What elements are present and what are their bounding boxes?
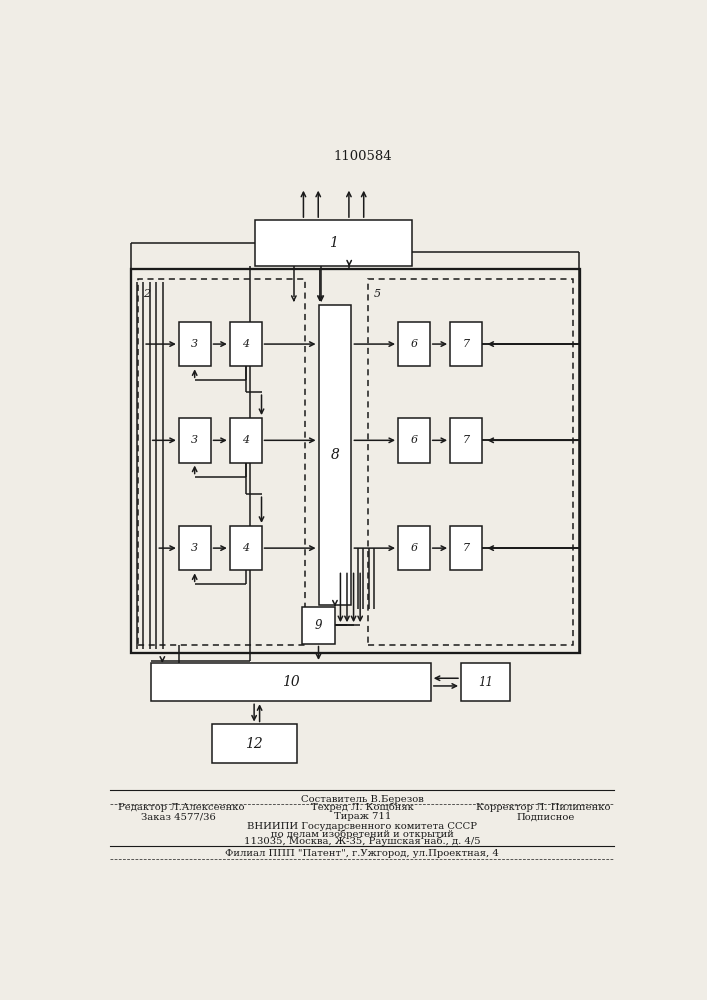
Text: 3: 3 — [191, 435, 198, 445]
Text: 113035, Москва, Ж-35, Раушская наб., д. 4/5: 113035, Москва, Ж-35, Раушская наб., д. … — [244, 837, 481, 846]
Text: 3: 3 — [191, 339, 198, 349]
Text: 4: 4 — [242, 435, 249, 445]
Text: 1: 1 — [329, 236, 338, 250]
Text: 6: 6 — [410, 435, 417, 445]
Text: 7: 7 — [462, 543, 469, 553]
Text: по делам изобретений и открытий: по делам изобретений и открытий — [271, 829, 454, 839]
Text: 4: 4 — [242, 339, 249, 349]
Bar — [179, 322, 211, 366]
Bar — [398, 418, 430, 463]
Bar — [461, 663, 510, 701]
Bar — [450, 418, 481, 463]
Text: 11: 11 — [478, 676, 493, 689]
Bar — [211, 724, 297, 763]
Text: 5: 5 — [373, 289, 380, 299]
Bar — [255, 220, 411, 266]
Text: ВНИИПИ Государсвенного комитета СССР: ВНИИПИ Государсвенного комитета СССР — [247, 822, 477, 831]
Bar — [230, 322, 262, 366]
Text: Подписное: Подписное — [517, 812, 575, 821]
Bar — [398, 526, 430, 570]
Text: Филиал ППП "Патент", г.Ужгород, ул.Проектная, 4: Филиал ППП "Патент", г.Ужгород, ул.Проек… — [226, 849, 499, 858]
Text: 4: 4 — [242, 543, 249, 553]
Text: 2: 2 — [144, 289, 151, 299]
Text: 7: 7 — [462, 339, 469, 349]
Bar — [450, 526, 481, 570]
Bar — [230, 526, 262, 570]
Text: 10: 10 — [282, 675, 300, 689]
Bar — [319, 305, 351, 605]
Text: 7: 7 — [462, 435, 469, 445]
Bar — [151, 663, 431, 701]
Bar — [450, 322, 481, 366]
Text: Редактор Л.Алексеенко: Редактор Л.Алексеенко — [118, 803, 245, 812]
Text: 8: 8 — [330, 448, 339, 462]
Text: 9: 9 — [315, 619, 322, 632]
Bar — [179, 418, 211, 463]
Bar — [302, 607, 335, 644]
Bar — [138, 279, 305, 645]
Text: Корректор Л. Пилипенко: Корректор Л. Пилипенко — [476, 803, 610, 812]
Text: 6: 6 — [410, 339, 417, 349]
Text: 6: 6 — [410, 543, 417, 553]
Text: Составитель В.Березов: Составитель В.Березов — [301, 795, 423, 804]
Bar — [131, 269, 580, 653]
Text: Заказ 4577/36: Заказ 4577/36 — [141, 812, 216, 821]
Text: 1100584: 1100584 — [333, 150, 392, 163]
Text: Техред Л. Кощбняк: Техред Л. Кощбняк — [311, 803, 414, 812]
Bar — [398, 322, 430, 366]
Bar — [368, 279, 573, 645]
Text: Тираж 711: Тираж 711 — [334, 812, 391, 821]
Text: 12: 12 — [245, 737, 263, 751]
Bar — [230, 418, 262, 463]
Bar — [179, 526, 211, 570]
Text: 3: 3 — [191, 543, 198, 553]
